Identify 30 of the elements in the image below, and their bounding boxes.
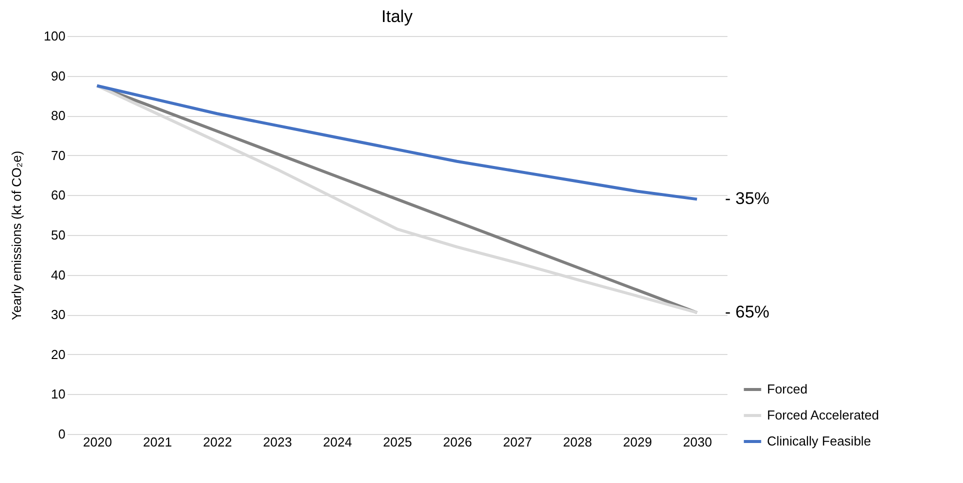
- y-tick-label: 40: [51, 267, 66, 282]
- line-series: [96, 84, 698, 201]
- x-tick-label: 2026: [443, 434, 472, 450]
- x-tick-label: 2021: [143, 434, 172, 450]
- x-tick-label: 2029: [623, 434, 652, 450]
- x-tick-label: 2028: [563, 434, 592, 450]
- y-tick-label: 90: [51, 68, 66, 84]
- y-tick-label: 0: [58, 426, 66, 442]
- y-tick-label: 70: [51, 148, 66, 163]
- annotation: - 35%: [725, 189, 770, 208]
- y-tick-label: 30: [51, 307, 66, 322]
- y-axis-title: Yearly emissions (kt of CO₂e): [8, 150, 24, 320]
- x-tick-label: 2020: [83, 434, 112, 450]
- legend-label: Forced Accelerated: [767, 408, 880, 422]
- y-tick-label: 10: [51, 386, 66, 402]
- y-tick-label: 100: [44, 28, 66, 44]
- y-tick-label: 80: [51, 108, 66, 124]
- legend-label: Forced: [767, 382, 808, 396]
- annotation: - 65%: [725, 302, 770, 322]
- x-tick-label: 2030: [683, 434, 712, 450]
- x-tick-label: 2023: [263, 434, 292, 450]
- chart-title: Italy: [381, 7, 414, 26]
- legend-label: Clinically Feasible: [767, 434, 872, 448]
- x-tick-label: 2022: [203, 434, 232, 450]
- x-tick-label: 2025: [383, 434, 412, 450]
- x-tick-label: 2024: [323, 434, 352, 450]
- y-tick-label: 20: [51, 346, 66, 362]
- y-tick-label: 50: [51, 228, 66, 242]
- y-tick-label: 60: [51, 188, 66, 203]
- x-tick-label: 2027: [503, 434, 532, 450]
